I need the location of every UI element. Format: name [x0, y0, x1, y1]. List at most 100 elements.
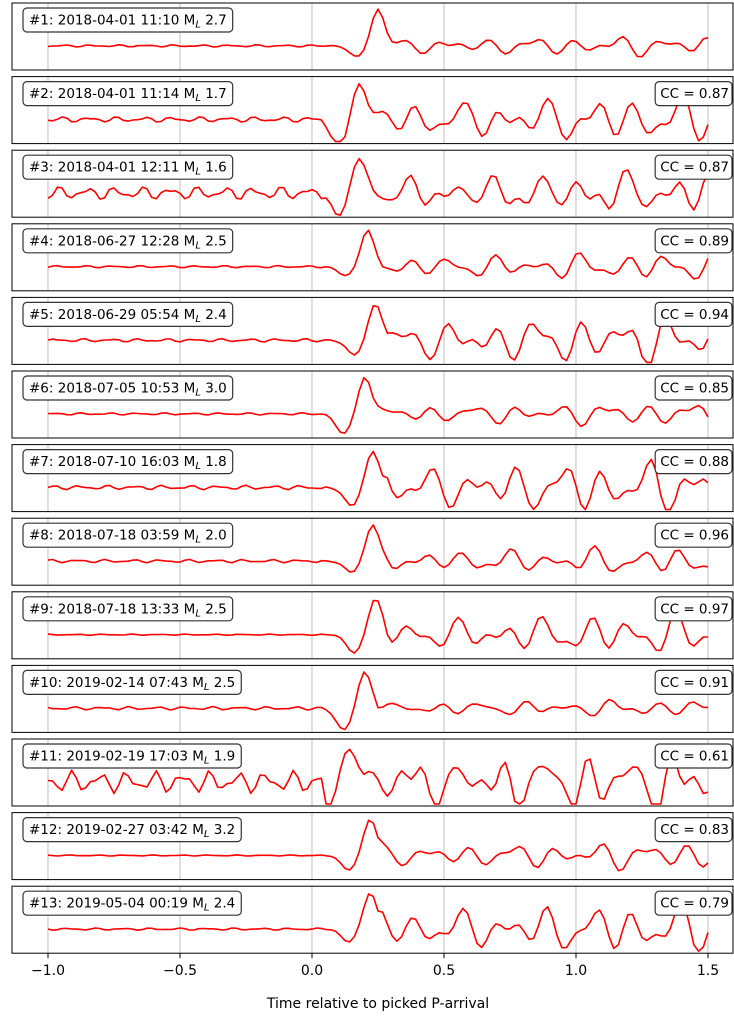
event-label-text: #4: 2018-06-27 12:28 ML 2.5	[29, 233, 227, 251]
event-label-box	[22, 743, 242, 769]
event-label-text: #3: 2018-04-01 12:11 ML 1.6	[29, 160, 227, 178]
event-label: #6: 2018-07-05 10:53 ML 3.0	[22, 375, 234, 401]
cc-label: CC = 0.61	[654, 743, 733, 769]
waveform-line	[47, 83, 709, 143]
trace-panel: #5: 2018-06-29 05:54 ML 2.4 CC = 0.94	[11, 296, 734, 365]
cc-label-box	[654, 375, 733, 401]
cc-label: CC = 0.97	[654, 596, 733, 622]
event-label-box	[22, 154, 234, 180]
cc-label-box	[654, 890, 733, 916]
cc-label-text: CC = 0.85	[660, 381, 729, 397]
event-label: #8: 2018-07-18 03:59 ML 2.0	[22, 522, 234, 548]
cc-label-box	[654, 449, 733, 475]
panels-group: #1: 2018-04-01 11:10 ML 2.7 #2: 2018-04-0…	[11, 2, 734, 954]
event-label-box	[22, 375, 234, 401]
cc-label-text: CC = 0.96	[660, 528, 729, 544]
panel-frame	[11, 738, 734, 807]
cc-label-text: CC = 0.83	[660, 822, 729, 838]
event-label: #10: 2019-02-14 07:43 ML 2.5	[22, 669, 242, 696]
cc-label: CC = 0.91	[654, 669, 733, 696]
x-tick-label: 1.5	[697, 963, 719, 979]
waveform-line	[47, 450, 709, 511]
cc-label: CC = 0.83	[654, 816, 733, 843]
panel-frame	[11, 76, 734, 145]
panel-frame	[11, 517, 734, 586]
panel-frame	[11, 223, 734, 292]
cc-label-text: CC = 0.87	[660, 86, 729, 102]
panel-frame	[11, 370, 734, 439]
cc-label-box	[654, 522, 733, 548]
event-label-text: #11: 2019-02-19 17:03 ML 1.9	[29, 749, 235, 767]
event-label-text: #7: 2018-07-10 16:03 ML 1.8	[29, 454, 227, 472]
panel-frame	[11, 812, 734, 881]
panel-frame	[11, 885, 734, 954]
waveform-line	[47, 748, 709, 805]
event-label-text: #8: 2018-07-18 03:59 ML 2.0	[29, 528, 227, 546]
x-axis: −1.0 −0.5 0.0 0.5 1.0 1.5	[31, 953, 719, 979]
cc-label: CC = 0.89	[654, 228, 733, 254]
cc-label-box	[654, 669, 733, 696]
event-label-text: #1: 2018-04-01 11:10 ML 2.7	[29, 13, 227, 31]
waveform-line	[47, 376, 709, 434]
trace-panel: #12: 2019-02-27 03:42 ML 3.2 CC = 0.83	[11, 812, 734, 881]
trace-panel: #6: 2018-07-05 10:53 ML 3.0 CC = 0.85	[11, 370, 734, 439]
trace-panel: #13: 2019-05-04 00:19 ML 2.4 CC = 0.79	[11, 885, 734, 954]
trace-panel: #7: 2018-07-10 16:03 ML 1.8 CC = 0.88	[11, 444, 734, 513]
event-label: #12: 2019-02-27 03:42 ML 3.2	[22, 816, 242, 843]
x-tick-label: −1.0	[31, 963, 65, 979]
cc-label-box	[654, 80, 733, 107]
trace-panel: #8: 2018-07-18 03:59 ML 2.0 CC = 0.96	[11, 517, 734, 586]
panel-frame	[11, 149, 734, 218]
cc-label-box	[654, 596, 733, 622]
trace-panel: #1: 2018-04-01 11:10 ML 2.7	[11, 2, 734, 71]
cc-label-text: CC = 0.91	[660, 675, 729, 691]
event-label-text: #9: 2018-07-18 13:33 ML 2.5	[29, 601, 227, 619]
cc-label-box	[654, 228, 733, 254]
x-tick-label: 0.5	[433, 963, 455, 979]
event-label-text: #2: 2018-04-01 11:14 ML 1.7	[29, 86, 227, 104]
event-label-box	[22, 890, 242, 916]
waveform-line	[47, 524, 709, 573]
cc-label-box	[654, 816, 733, 843]
cc-label-text: CC = 0.88	[660, 454, 729, 470]
cc-label-box	[654, 743, 733, 769]
cc-label: CC = 0.87	[654, 154, 733, 180]
cc-label-box	[654, 301, 733, 327]
event-label: #3: 2018-04-01 12:11 ML 1.6	[22, 154, 234, 180]
event-label-box	[22, 449, 234, 475]
event-label: #4: 2018-06-27 12:28 ML 2.5	[22, 228, 234, 254]
trace-panel: #3: 2018-04-01 12:11 ML 1.6 CC = 0.87	[11, 149, 734, 218]
panel-frame	[11, 2, 734, 71]
cc-label: CC = 0.94	[654, 301, 733, 327]
event-label-box	[22, 522, 234, 548]
waveform-line	[47, 819, 709, 872]
trace-panel: #9: 2018-07-18 13:33 ML 2.5 CC = 0.97	[11, 591, 734, 660]
cc-label-box	[654, 154, 733, 180]
event-label: #9: 2018-07-18 13:33 ML 2.5	[22, 596, 234, 622]
event-label-box	[22, 301, 234, 327]
event-label-box	[22, 669, 242, 696]
cc-label: CC = 0.88	[654, 449, 733, 475]
panel-frame	[11, 296, 734, 365]
event-label-box	[22, 7, 234, 33]
event-label-box	[22, 596, 234, 622]
event-label: #13: 2019-05-04 00:19 ML 2.4	[22, 890, 242, 916]
event-label: #7: 2018-07-10 16:03 ML 1.8	[22, 449, 234, 475]
trace-panel: #2: 2018-04-01 11:14 ML 1.7 CC = 0.87	[11, 76, 734, 145]
panel-frame	[11, 444, 734, 513]
waveform-line	[47, 229, 709, 280]
waveform-line	[47, 157, 709, 216]
x-tick-label: −0.5	[163, 963, 197, 979]
cc-label: CC = 0.79	[654, 890, 733, 916]
x-axis-label: Time relative to picked P-arrival	[266, 996, 489, 1012]
event-label-text: #12: 2019-02-27 03:42 ML 3.2	[29, 822, 235, 840]
cc-label-text: CC = 0.61	[660, 749, 729, 765]
cc-label-text: CC = 0.94	[660, 307, 729, 323]
x-tick-label: 1.0	[565, 963, 587, 979]
cc-label-text: CC = 0.89	[660, 233, 729, 249]
event-label-box	[22, 80, 234, 107]
trace-panel: #11: 2019-02-19 17:03 ML 1.9 CC = 0.61	[11, 738, 734, 807]
cc-label-text: CC = 0.87	[660, 160, 729, 176]
event-label-text: #10: 2019-02-14 07:43 ML 2.5	[29, 675, 235, 693]
